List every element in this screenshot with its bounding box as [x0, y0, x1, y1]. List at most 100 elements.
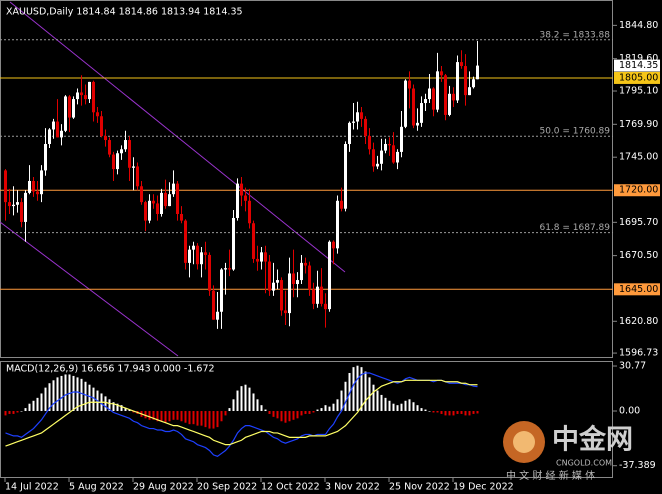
candle-body [116, 153, 119, 170]
chart-title: XAUUSD,Daily 1814.84 1814.86 1813.94 181… [6, 7, 243, 18]
candle-body [136, 166, 139, 187]
macd-histogram-bar [388, 400, 391, 412]
macd-histogram-bar [68, 374, 71, 412]
macd-histogram-bar [368, 377, 371, 412]
macd-histogram-bar [92, 387, 95, 412]
macd-histogram-bar [200, 411, 203, 426]
macd-histogram-bar [64, 374, 67, 412]
candle-body [40, 170, 43, 195]
candle-body [220, 269, 223, 312]
y-tick-label: 1596.73 [619, 348, 658, 359]
macd-histogram-bar [332, 403, 335, 412]
candle-body [404, 80, 407, 127]
macd-histogram-bar [116, 403, 119, 412]
candle-body [384, 143, 387, 151]
candle-body [268, 261, 271, 291]
price-panel-frame [0, 0, 613, 358]
macd-histogram-bar [248, 387, 251, 412]
candle-body [92, 81, 95, 113]
candle-body [388, 143, 391, 146]
candle-body [60, 130, 63, 138]
candle-body [124, 140, 127, 150]
y-tick-label: 1745.00 [619, 152, 658, 163]
macd-histogram-bar [440, 411, 443, 414]
candle-body [36, 191, 39, 195]
macd-histogram-bar [464, 411, 467, 416]
candle-body [88, 81, 91, 100]
macd-histogram-bar [352, 367, 355, 412]
macd-histogram-bar [308, 411, 311, 414]
y-tick-label: 1695.70 [619, 217, 658, 228]
x-tick-label: 12 Oct 2022 [261, 482, 320, 493]
candle-body [52, 121, 55, 130]
candle-body [168, 194, 171, 207]
macd-histogram-bar [56, 377, 59, 412]
candle-body [440, 71, 443, 76]
macd-histogram-bar [28, 403, 31, 412]
candle-body [152, 200, 155, 204]
level-box [614, 71, 660, 84]
macd-histogram-bar [152, 411, 155, 420]
candle-body [352, 121, 355, 123]
macd-histogram-bar [380, 394, 383, 412]
macd-histogram-bar [8, 411, 11, 414]
macd-histogram-bar [196, 411, 199, 426]
candle-body [432, 88, 435, 110]
logo-core [513, 431, 535, 453]
macd-histogram-bar [408, 399, 411, 412]
candle-body [416, 122, 419, 126]
macd-histogram-bar [252, 393, 255, 412]
candle-body [180, 214, 183, 221]
candle-body [308, 265, 311, 290]
candle-body [208, 254, 211, 291]
macd-histogram-bar [160, 411, 163, 422]
candle-body [188, 249, 191, 263]
candle-body [356, 112, 359, 122]
level-box [614, 184, 660, 197]
candle-body [340, 200, 343, 209]
candle-body [164, 192, 167, 207]
macd-histogram-bar [88, 384, 91, 412]
candle-body [456, 62, 459, 101]
macd-signal-line [5, 379, 478, 447]
candle-body [184, 220, 187, 263]
candle-body [44, 143, 47, 171]
candle-body [252, 223, 255, 259]
macd-panel-frame [0, 361, 613, 478]
macd-histogram-bar [240, 386, 243, 412]
macd-histogram-bar [24, 408, 27, 412]
candle-body [460, 62, 463, 67]
candle-body [100, 116, 103, 137]
last-price-box [614, 59, 660, 72]
y-tick-label: 1795.10 [619, 86, 658, 97]
x-tick-label: 3 Nov 2022 [325, 482, 380, 493]
macd-histogram-bar [384, 397, 387, 412]
level-label: 1720.00 [619, 185, 658, 196]
candle-body [464, 66, 467, 96]
macd-histogram-bar [284, 411, 287, 423]
candle-body [284, 310, 287, 314]
macd-histogram-bar [36, 397, 39, 412]
y-tick-label: 1819.60 [619, 53, 658, 64]
macd-histogram-bar [44, 387, 47, 412]
macd-histogram-bar [208, 411, 211, 429]
macd-histogram-bar [184, 411, 187, 423]
candle-body [172, 183, 175, 195]
candle-body [48, 129, 51, 144]
candle-body [20, 202, 23, 222]
candle-body [448, 93, 451, 115]
candle-body [132, 166, 135, 168]
macd-histogram-bar [256, 399, 259, 412]
macd-histogram-bar [272, 411, 275, 417]
macd-histogram-bar [344, 381, 347, 412]
candle-body [476, 65, 479, 80]
macd-histogram-bar [452, 411, 455, 416]
macd-histogram-bar [412, 402, 415, 412]
macd-histogram-bar [328, 406, 331, 412]
macd-histogram-bar [232, 399, 235, 412]
candle-body [144, 202, 147, 221]
watermark-site: CNGOLD.COM [556, 459, 612, 468]
x-tick-label: 25 Nov 2022 [389, 482, 450, 493]
macd-histogram-bar [172, 411, 175, 420]
macd-histogram-bar [260, 405, 263, 412]
